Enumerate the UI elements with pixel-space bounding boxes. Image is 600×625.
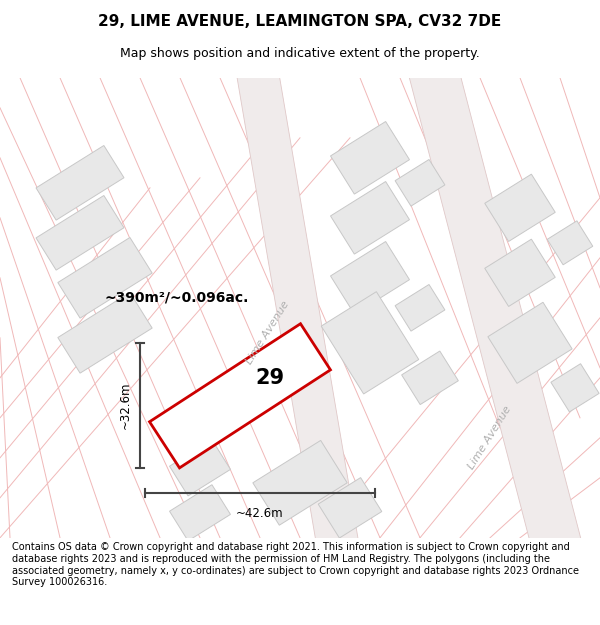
Polygon shape (488, 302, 572, 383)
Polygon shape (331, 181, 409, 254)
Polygon shape (547, 221, 593, 265)
Polygon shape (318, 478, 382, 538)
Text: ~390m²/~0.096ac.: ~390m²/~0.096ac. (105, 291, 250, 305)
Polygon shape (58, 292, 152, 373)
Text: Map shows position and indicative extent of the property.: Map shows position and indicative extent… (120, 48, 480, 61)
Polygon shape (170, 440, 230, 496)
Text: Contains OS data © Crown copyright and database right 2021. This information is : Contains OS data © Crown copyright and d… (12, 542, 579, 587)
Text: ~42.6m: ~42.6m (236, 507, 284, 520)
Polygon shape (58, 238, 152, 318)
Polygon shape (406, 51, 584, 564)
Polygon shape (36, 146, 124, 220)
Polygon shape (485, 239, 555, 306)
Text: 29, LIME AVENUE, LEAMINGTON SPA, CV32 7DE: 29, LIME AVENUE, LEAMINGTON SPA, CV32 7D… (98, 14, 502, 29)
Text: ~32.6m: ~32.6m (119, 381, 132, 429)
Text: Lime Avenue: Lime Avenue (245, 299, 292, 366)
Polygon shape (321, 292, 419, 394)
Polygon shape (234, 54, 361, 561)
Polygon shape (331, 241, 409, 314)
Polygon shape (395, 284, 445, 331)
Polygon shape (485, 174, 555, 241)
Polygon shape (395, 159, 445, 206)
Text: Lime Avenue: Lime Avenue (467, 404, 514, 471)
Polygon shape (36, 196, 124, 270)
Polygon shape (551, 364, 599, 412)
Polygon shape (401, 351, 458, 404)
Polygon shape (253, 441, 347, 525)
Text: 29: 29 (256, 368, 284, 388)
Polygon shape (331, 121, 409, 194)
Polygon shape (149, 324, 331, 468)
Polygon shape (170, 485, 230, 541)
